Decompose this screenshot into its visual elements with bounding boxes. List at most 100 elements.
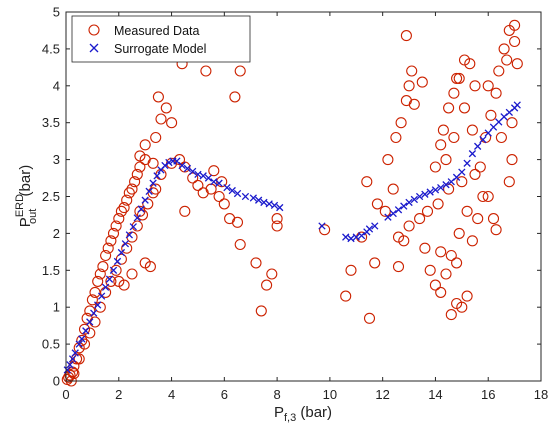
model-point	[66, 361, 74, 369]
measured-point	[97, 261, 109, 273]
measured-point	[105, 275, 117, 287]
measured-point	[200, 65, 212, 77]
model-point	[431, 186, 440, 194]
model-point	[265, 200, 273, 208]
measured-point	[493, 65, 505, 77]
measured-point	[477, 190, 489, 203]
legend-box	[71, 15, 251, 63]
measured-point	[179, 205, 191, 217]
model-point	[260, 198, 268, 207]
measured-point	[453, 72, 465, 84]
measured-point	[387, 183, 399, 195]
y-tick-label: 1.5	[42, 263, 60, 278]
x-axis-label-main: P	[274, 404, 284, 421]
measured-point	[115, 253, 127, 265]
legend-marker-model	[89, 43, 99, 53]
y-tick-label: 0	[53, 374, 60, 389]
measured-point	[266, 268, 278, 280]
measured-point	[68, 368, 80, 380]
model-point	[484, 129, 492, 137]
measured-point	[482, 190, 494, 203]
model-point	[183, 164, 192, 173]
measured-point	[150, 131, 162, 144]
measured-point	[435, 139, 447, 151]
y-tick-label: 3	[53, 152, 60, 167]
measured-point	[429, 161, 441, 173]
measured-point	[435, 246, 447, 258]
measured-point	[113, 213, 125, 225]
measured-point	[271, 220, 283, 232]
model-point	[342, 233, 350, 241]
x-tick-label: 18	[534, 387, 548, 402]
measured-point	[89, 286, 101, 298]
y-axis-label-unit: (bar)	[17, 165, 34, 201]
measured-point	[255, 305, 267, 317]
model-point	[442, 181, 450, 189]
model-point	[357, 231, 366, 240]
model-point	[82, 327, 90, 335]
model-point	[199, 172, 207, 180]
y-tick-label: 2	[53, 226, 60, 241]
legend-marker-measured	[88, 24, 100, 36]
legend: Measured Data Surrogate Model	[71, 15, 251, 63]
model-point	[109, 266, 118, 274]
model-point	[121, 240, 130, 248]
measured-point	[448, 87, 460, 99]
y-tick-label: 4	[53, 78, 60, 93]
measured-point	[115, 205, 127, 217]
x-tick-label: 12	[375, 387, 389, 402]
measured-point	[466, 235, 478, 247]
model-point	[513, 101, 521, 109]
measured-point	[453, 227, 465, 239]
model-point	[90, 309, 98, 317]
measured-point	[392, 261, 405, 273]
measured-point	[229, 91, 241, 103]
measured-point	[506, 154, 518, 166]
measured-point	[110, 264, 122, 276]
measured-point	[503, 176, 515, 188]
measured-point	[469, 168, 481, 180]
measured-point	[416, 76, 428, 88]
measured-point	[414, 213, 426, 225]
measured-point	[100, 249, 112, 262]
x-axis-label-unit: (bar)	[296, 404, 332, 421]
measured-point	[440, 154, 452, 166]
model-point	[241, 192, 250, 201]
y-tick-label: 4.5	[42, 41, 60, 56]
measured-point	[152, 91, 164, 103]
measured-point	[432, 198, 444, 210]
measured-point	[340, 290, 352, 302]
measured-point	[139, 139, 151, 151]
model-point	[233, 189, 242, 198]
measured-point	[166, 117, 178, 129]
measured-point	[437, 124, 449, 136]
measured-point	[451, 297, 463, 310]
y-axis-label-sup: ERD	[14, 194, 26, 217]
model-point	[421, 190, 429, 198]
measured-point	[406, 65, 418, 77]
y-tick-label: 1	[53, 300, 60, 315]
model-point	[415, 192, 424, 201]
measured-point	[118, 279, 130, 291]
measured-point	[107, 227, 120, 239]
model-point	[389, 209, 397, 218]
legend-label-model: Surrogate Model	[114, 42, 206, 56]
measured-point	[472, 213, 484, 225]
model-point	[113, 257, 122, 266]
model-point	[145, 187, 153, 195]
measured-point	[435, 286, 447, 298]
measured-point	[461, 205, 473, 217]
measured-point	[445, 249, 457, 262]
measured-point	[363, 312, 376, 324]
model-point	[365, 225, 374, 233]
measured-point	[509, 35, 521, 48]
model-point	[129, 223, 137, 231]
measured-point	[102, 242, 114, 254]
measured-point	[73, 353, 85, 365]
model-point	[400, 202, 408, 210]
y-tick-label: 2.5	[42, 189, 60, 204]
measured-point	[474, 161, 486, 173]
measured-point	[147, 157, 159, 169]
model-point	[178, 161, 186, 170]
measured-point	[445, 309, 457, 321]
